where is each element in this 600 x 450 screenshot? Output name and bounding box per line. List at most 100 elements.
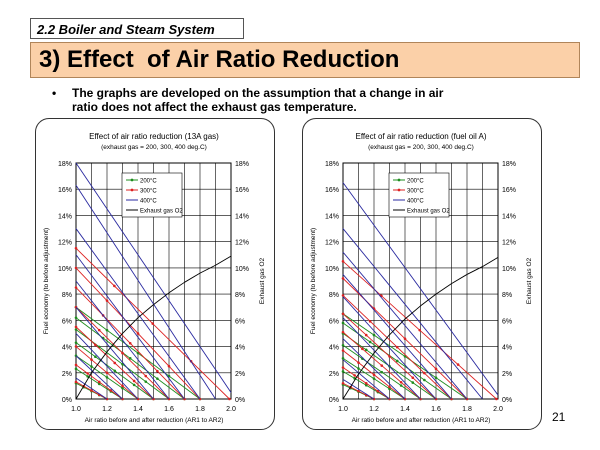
series-marker-300 (86, 372, 89, 375)
y-tick-label: 0% (62, 397, 72, 404)
series-line-o2 (404, 305, 421, 320)
y-tick-label: 8% (329, 292, 339, 299)
series-line-400 (342, 317, 421, 400)
x-tick-label: 1.8 (462, 406, 472, 413)
series-marker-300 (74, 345, 78, 348)
series-marker-300 (144, 374, 148, 378)
series-line-o2 (358, 352, 375, 375)
y-tick-label: 4% (62, 345, 72, 352)
series-marker-200 (74, 328, 78, 331)
x-tick-label: 1.4 (133, 406, 143, 413)
series-marker-300 (357, 361, 360, 364)
series-marker-300 (341, 330, 345, 334)
chart-13a-gas: Effect of air ratio reduction (13A gas) (… (43, 132, 266, 424)
series-marker-300 (388, 385, 391, 389)
y2-tick-label: 2% (235, 371, 245, 378)
series-line-o2 (106, 333, 123, 353)
series-marker-300 (376, 389, 380, 393)
x-tick-label: 1.6 (431, 406, 441, 413)
series-marker-200 (341, 321, 345, 325)
series-marker-200 (341, 357, 345, 360)
series-line-o2 (137, 304, 154, 319)
series-marker-300 (94, 343, 97, 347)
legend-label-300: 300°C (140, 189, 157, 195)
series-line-400 (75, 333, 139, 400)
series-marker-300 (388, 355, 391, 358)
legend-label-400: 400°C (140, 199, 157, 205)
x-tick-label: 1.2 (102, 406, 112, 413)
series-marker-300 (368, 320, 372, 323)
series-line-o2 (466, 266, 483, 275)
series-line-400 (342, 378, 375, 400)
y2-tick-label: 10% (235, 266, 249, 273)
series-marker-200 (128, 357, 132, 360)
y2-tick-label: 18% (502, 161, 516, 168)
series-line-o2 (184, 272, 201, 283)
series-marker-200 (364, 348, 368, 352)
y-tick-label: 0% (329, 397, 339, 404)
series-marker-200 (121, 386, 124, 390)
series-line-400 (75, 228, 201, 400)
chart-fuel-oil-a: Effect of air ratio reduction (fuel oil … (310, 132, 533, 424)
legend-label-300: 300°C (407, 189, 424, 195)
series-line-400 (75, 162, 232, 393)
x-tick-label: 1.2 (369, 406, 379, 413)
series-line-400 (342, 182, 499, 396)
series-marker-300 (364, 333, 368, 337)
series-marker-300 (74, 380, 78, 384)
y2-tick-label: 12% (502, 240, 516, 247)
y-tick-label: 6% (329, 318, 339, 325)
series-marker-300 (495, 397, 498, 401)
legend-label-o2: Exhaust gas O2 (140, 209, 183, 215)
y-tick-label: 14% (58, 213, 72, 220)
series-line-400 (75, 355, 123, 400)
series-marker-200 (357, 367, 360, 370)
series-marker-300 (105, 371, 109, 375)
series-marker-300 (113, 361, 117, 365)
series-marker-300 (74, 266, 78, 270)
y2-tick-label: 6% (235, 318, 245, 325)
y-tick-label: 14% (325, 213, 339, 220)
series-marker-200 (74, 367, 78, 371)
series-line-400 (342, 251, 468, 400)
chart-panel-13a-gas: Effect of air ratio reduction (13A gas) (… (35, 118, 275, 430)
legend-label-200: 200°C (140, 179, 157, 185)
y-tick-label: 4% (329, 345, 339, 352)
series-marker-300 (74, 246, 78, 250)
y-tick-label: 10% (58, 266, 72, 273)
series-marker-300 (364, 381, 368, 385)
y-tick-label: 18% (58, 161, 72, 168)
series-marker-300 (121, 351, 124, 355)
series-marker-200 (90, 365, 93, 368)
series-marker-300 (395, 345, 399, 349)
section-tag: 2.2 Boiler and Steam System (30, 18, 244, 39)
page-number: 21 (552, 410, 566, 424)
series-marker-300 (74, 325, 78, 329)
y2-tick-label: 10% (502, 266, 516, 273)
series-marker-300 (341, 312, 345, 316)
series-marker-300 (341, 381, 345, 385)
series-marker-200 (380, 370, 384, 374)
series-marker-300 (456, 363, 460, 366)
y-tick-label: 16% (325, 187, 339, 194)
series-marker-300 (434, 367, 438, 371)
y2-tick-label: 4% (502, 345, 512, 352)
series-marker-300 (74, 363, 78, 367)
x-tick-label: 1.8 (195, 406, 205, 413)
y-tick-label: 8% (62, 292, 72, 299)
series-marker-300 (418, 328, 422, 332)
series-marker-300 (156, 369, 159, 373)
y2-tick-label: 0% (235, 397, 245, 404)
chart-title: Effect of air ratio reduction (fuel oil … (355, 132, 486, 141)
series-line-o2 (435, 283, 452, 295)
x-tick-label: 1.0 (338, 406, 348, 413)
x-tick-label: 1.4 (400, 406, 410, 413)
series-marker-200 (399, 384, 403, 387)
chart-title: Effect of air ratio reduction (13A gas) (89, 132, 219, 141)
series-marker-300 (341, 294, 345, 297)
series-marker-200 (364, 383, 368, 387)
series-marker-200 (341, 370, 345, 373)
series-marker-200 (434, 376, 438, 379)
legend-label-200: 200°C (407, 179, 424, 185)
series-marker-200 (74, 341, 78, 344)
